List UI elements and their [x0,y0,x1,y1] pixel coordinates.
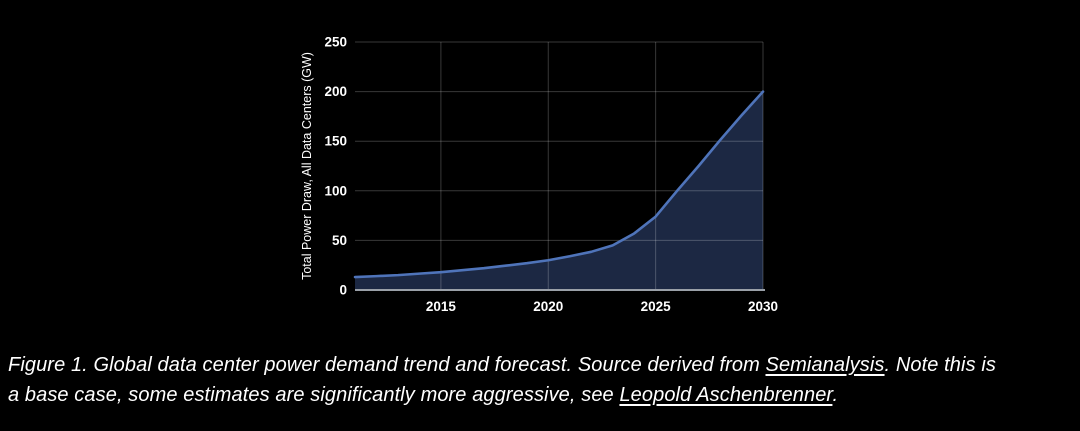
x-tick-label: 2015 [426,299,457,314]
figure-caption: Figure 1. Global data center power deman… [8,350,1076,410]
caption-text: . [832,384,839,406]
semianalysis-link[interactable]: Semianalysis [765,354,885,376]
y-tick-label: 50 [332,233,347,248]
data-line [353,90,765,279]
x-tick-label: 2030 [748,299,778,314]
caption-text: . Note this is [884,354,996,376]
chart-area-fill [355,91,763,290]
caption-text: a base case, some estimates are signific… [8,384,620,406]
y-tick-label: 150 [324,134,347,149]
caption-line-1: Figure 1. Global data center power deman… [8,350,1076,380]
x-tick-label: 2020 [533,299,563,314]
power-demand-chart: 0 50 100 150 200 250 2015 2020 2025 2030 Total Pow… [298,10,798,325]
y-tick-label: 0 [339,283,347,298]
y-tick-label: 200 [324,84,347,99]
chart-canvas: 0 50 100 150 200 250 2015 2020 2025 2030 Total Pow… [300,35,778,315]
caption-text: Figure 1. Global data center power deman… [8,354,766,376]
aschenbrenner-link[interactable]: Leopold Aschenbrenner [619,384,833,406]
y-tick-label: 100 [324,183,347,198]
x-tick-label: 2025 [641,299,672,314]
y-axis-title: Total Power Draw, All Data Centers (GW) [300,52,314,280]
y-tick-label: 250 [324,35,347,50]
caption-line-2: a base case, some estimates are signific… [8,380,1076,410]
